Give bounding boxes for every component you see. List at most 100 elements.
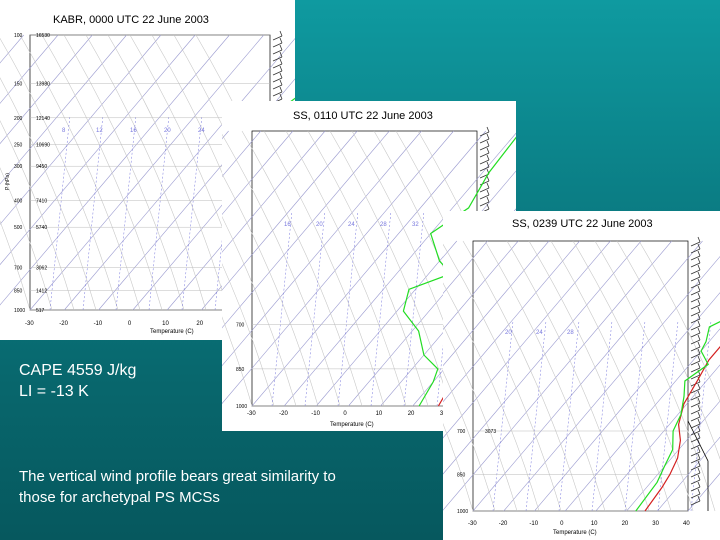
x-tick-label: 10 [376, 411, 383, 417]
wind-barb-staff [690, 402, 701, 408]
dry-adiabat [0, 37, 119, 311]
isotherm-line [0, 34, 230, 306]
wind-barb [690, 264, 701, 275]
cape-caption: CAPE 4559 J/kg LI = -13 K [19, 360, 136, 402]
temperature-line [644, 345, 720, 512]
isotherm-line [564, 328, 720, 512]
wind-barb-flag [697, 460, 701, 467]
wind-barb [272, 30, 283, 41]
pressure-label: 150 [14, 81, 23, 87]
dry-adiabat [443, 370, 496, 512]
mixing-ratio-line [271, 210, 293, 407]
wind-barb-flag [697, 243, 701, 250]
pressure-label: 850 [236, 367, 245, 373]
x-tick-label: 0 [128, 321, 132, 327]
x-tick-label: -10 [529, 521, 538, 527]
wind-barb-flag [486, 154, 490, 161]
x-tick-label: -20 [59, 321, 68, 327]
wind-barb-staff [479, 166, 490, 172]
wind-barb [690, 439, 701, 450]
note-line-2: those for archetypal PS MCSs [19, 489, 220, 506]
wind-barb-flag [697, 404, 701, 411]
wind-barb-staff [272, 35, 283, 41]
wind-barb [690, 250, 701, 261]
wind-barb [690, 418, 701, 429]
wind-barb-staff [690, 276, 701, 282]
wind-barb [272, 72, 283, 83]
wind-barb-flag [486, 161, 490, 168]
pressure-label: 700 [14, 265, 23, 271]
wind-barb-staff [690, 360, 701, 366]
isotherm-line [595, 364, 720, 512]
wind-barb [479, 182, 490, 193]
pressure-label: 850 [14, 289, 23, 295]
wind-barb [690, 390, 701, 401]
isotherm-line [222, 130, 294, 215]
dry-adiabat [484, 240, 606, 512]
x-tick-label: -20 [499, 521, 508, 527]
wind-barb [690, 432, 701, 443]
wind-barb [690, 481, 701, 492]
dry-adiabat [107, 34, 229, 311]
wind-barb-flag [486, 140, 490, 147]
wind-barb [690, 236, 701, 247]
dry-adiabat [222, 316, 253, 407]
pressure-label: 850 [457, 473, 466, 479]
wind-barb-staff [690, 325, 701, 331]
height-label: 7410 [36, 199, 47, 205]
wind-barb-staff [690, 437, 701, 443]
wind-barb [479, 161, 490, 172]
dry-adiabat [329, 130, 451, 407]
x-axis-label: Temperature (C) [150, 329, 194, 335]
isotherm-line [0, 34, 127, 185]
wind-barb [690, 327, 701, 338]
wind-barb [690, 425, 701, 436]
height-label: 16530 [36, 33, 50, 39]
pressure-label: 700 [236, 323, 245, 329]
wind-barb-flag [697, 481, 701, 488]
height-label: 9450 [36, 164, 47, 170]
wind-profile-note: The vertical wind profile bears great si… [19, 466, 439, 508]
wind-barb-staff [690, 416, 701, 422]
isotherm-line [443, 240, 488, 294]
dry-adiabat [616, 240, 720, 460]
x-tick-label: -20 [279, 411, 288, 417]
cape-value: CAPE 4559 J/kg [19, 362, 137, 379]
wind-barb-flag [279, 65, 283, 72]
wind-barb-staff [479, 138, 490, 144]
wind-barb-flag [697, 271, 701, 278]
mixing-ratio-label: 32 [412, 222, 419, 228]
wind-barb-staff [272, 77, 283, 83]
isotherm-line [222, 130, 422, 367]
mixing-ratio-label: 12 [96, 128, 103, 134]
wind-barb-flag [279, 44, 283, 51]
wind-barb-flag [279, 86, 283, 93]
wind-barb-staff [272, 84, 283, 90]
x-tick-label: -30 [247, 411, 256, 417]
wind-barb [690, 243, 701, 254]
wind-barb-staff [690, 444, 701, 450]
wind-barb [479, 147, 490, 158]
wind-barb [272, 86, 283, 97]
mixing-ratio-label: 20 [316, 222, 323, 228]
wind-barb [272, 79, 283, 90]
pressure-label: 1000 [457, 509, 468, 515]
mixing-ratio-line [181, 114, 203, 311]
x-tick-label: 20 [196, 321, 203, 327]
isotherm-line [443, 240, 580, 403]
height-label: 10690 [36, 142, 50, 148]
dewpoint-line [402, 136, 516, 407]
wind-barb [690, 488, 701, 499]
wind-barb [272, 58, 283, 69]
wind-barb-flag [697, 495, 701, 502]
wind-barb-flag [697, 439, 701, 446]
pressure-label: 400 [14, 199, 23, 205]
mixing-ratio-line [49, 114, 71, 311]
wind-barb-flag [697, 257, 701, 264]
mixing-ratio-label: 16 [130, 128, 137, 134]
wind-barb [690, 383, 701, 394]
height-label: 5740 [36, 225, 47, 231]
plot-frame [472, 240, 689, 512]
wind-barb-staff [272, 91, 283, 97]
dry-adiabat [241, 130, 363, 407]
